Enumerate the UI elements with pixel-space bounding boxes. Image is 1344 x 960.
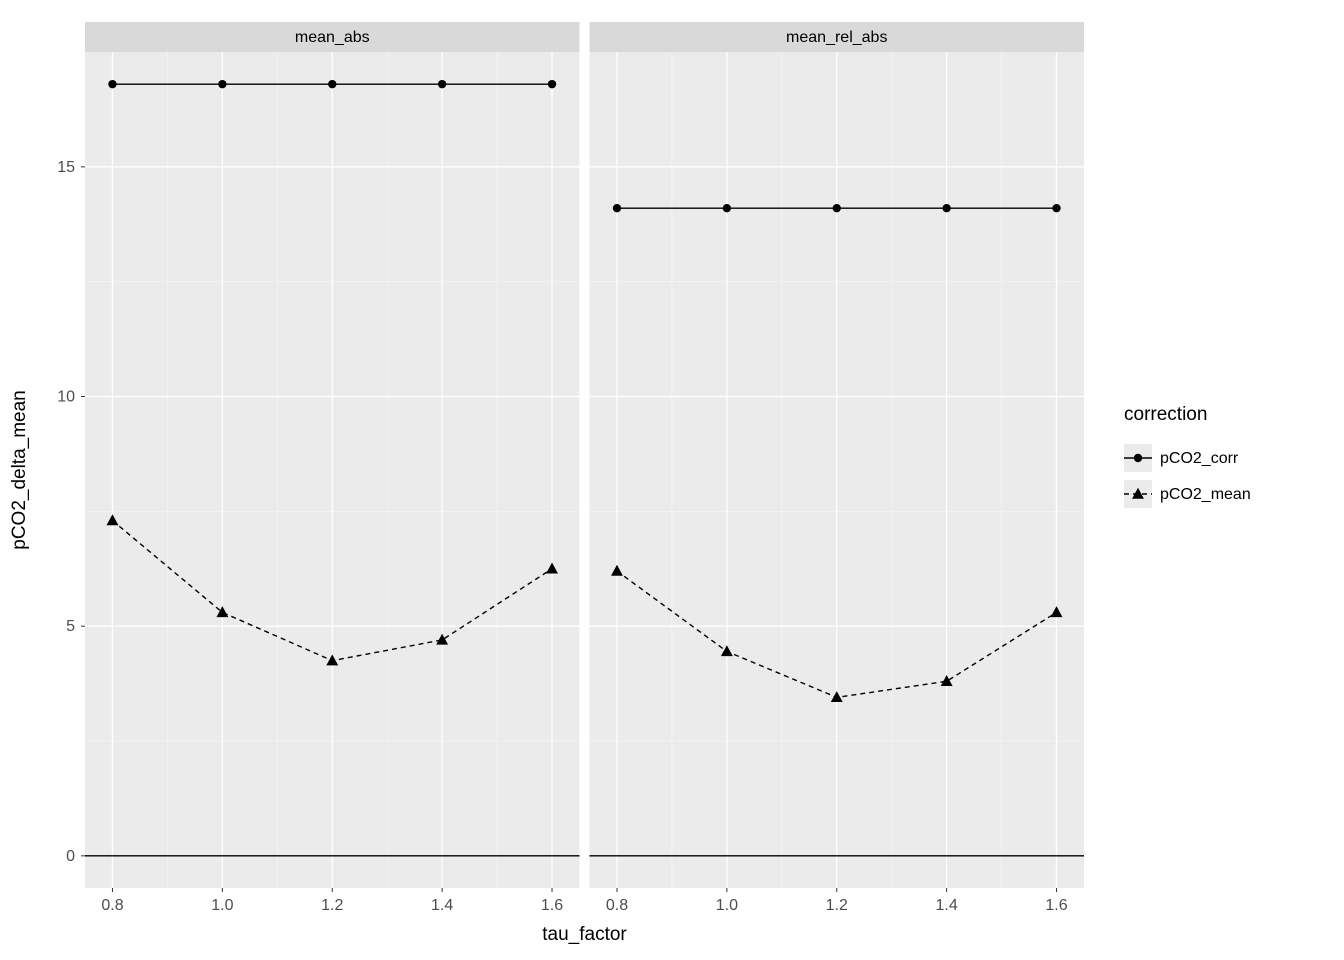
- svg-text:0.8: 0.8: [101, 897, 123, 914]
- svg-text:1.6: 1.6: [541, 897, 563, 914]
- svg-text:mean_abs: mean_abs: [295, 29, 370, 46]
- svg-text:1.4: 1.4: [431, 897, 453, 914]
- chart-container: mean_abs 0.8 1.0 1.2 1.4 1.6 0 5 10 15 mean_rel_ab…: [0, 0, 1344, 960]
- svg-text:pCO2_mean: pCO2_mean: [1160, 486, 1251, 503]
- svg-text:correction: correction: [1124, 404, 1207, 425]
- svg-text:mean_rel_abs: mean_rel_abs: [786, 29, 887, 46]
- facet-chart: mean_abs 0.8 1.0 1.2 1.4 1.6 0 5 10 15 mean_rel_ab…: [0, 0, 1344, 960]
- svg-text:0: 0: [66, 848, 75, 865]
- svg-text:1.6: 1.6: [1045, 897, 1067, 914]
- svg-text:1.2: 1.2: [321, 897, 343, 914]
- svg-text:15: 15: [57, 159, 75, 176]
- svg-text:tau_factor: tau_factor: [542, 924, 627, 945]
- svg-text:5: 5: [66, 618, 75, 635]
- svg-text:0.8: 0.8: [606, 897, 628, 914]
- svg-text:1.2: 1.2: [826, 897, 848, 914]
- svg-text:1.0: 1.0: [716, 897, 738, 914]
- svg-text:10: 10: [57, 389, 75, 406]
- svg-text:1.4: 1.4: [936, 897, 958, 914]
- svg-text:1.0: 1.0: [211, 897, 233, 914]
- svg-text:pCO2_corr: pCO2_corr: [1160, 450, 1239, 467]
- svg-text:pCO2_delta_mean: pCO2_delta_mean: [9, 390, 30, 550]
